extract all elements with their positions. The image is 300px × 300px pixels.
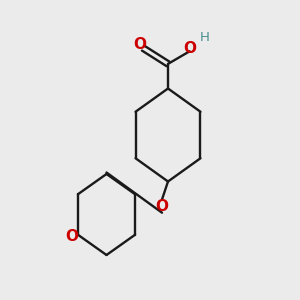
Text: O: O bbox=[65, 229, 78, 244]
Text: O: O bbox=[155, 199, 169, 214]
Text: O: O bbox=[184, 41, 197, 56]
Text: H: H bbox=[200, 31, 209, 44]
Text: O: O bbox=[133, 37, 146, 52]
